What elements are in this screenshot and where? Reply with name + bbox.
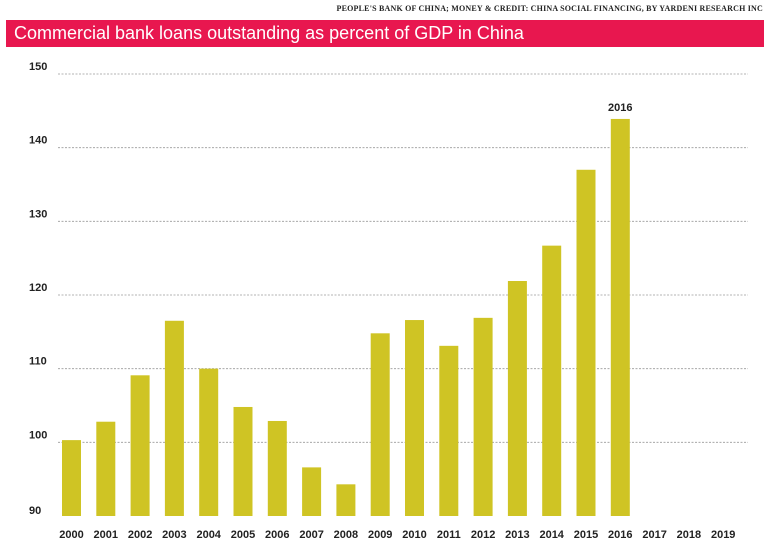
y-tick-label: 120	[29, 282, 47, 294]
x-tick-label: 2007	[299, 529, 323, 541]
source-note: PEOPLE'S BANK OF CHINA; MONEY & CREDIT: …	[336, 4, 763, 13]
y-axis-ticks: 90 100 110 120 130 140 150	[29, 61, 47, 517]
bar-2005	[233, 406, 253, 516]
bar-2008	[336, 484, 356, 516]
x-tick-label: 2014	[539, 529, 564, 541]
x-tick-label: 2016	[608, 529, 632, 541]
bar-2012	[473, 317, 493, 516]
bar-2003	[164, 320, 184, 516]
x-tick-label: 2002	[128, 529, 152, 541]
y-tick-label: 100	[29, 429, 47, 441]
x-tick-label: 2012	[471, 529, 495, 541]
y-tick-label: 150	[29, 61, 47, 73]
x-tick-label: 2011	[437, 529, 461, 541]
x-tick-label: 2019	[711, 529, 735, 541]
bar-2016	[610, 118, 630, 516]
x-tick-label: 2005	[231, 529, 255, 541]
bar-2002	[130, 375, 150, 516]
bar-2006	[267, 420, 287, 516]
x-tick-label: 2010	[402, 529, 426, 541]
x-tick-label: 2003	[162, 529, 186, 541]
y-tick-label: 90	[29, 505, 41, 517]
x-tick-label: 2015	[574, 529, 598, 541]
annotations: 2016	[608, 102, 632, 114]
title-bar: Commercial bank loans outstanding as per…	[6, 20, 764, 47]
grid-lines	[58, 73, 748, 443]
bar-2014	[542, 245, 562, 516]
bar-2001	[96, 421, 116, 516]
bar-2004	[199, 368, 219, 516]
x-tick-label: 2018	[677, 529, 701, 541]
x-axis-ticks: 2000 2001 2002 2003 2004 2005 2006 2007 2008 2009…	[59, 529, 735, 541]
y-tick-label: 110	[29, 356, 47, 368]
bar-2009	[370, 333, 390, 516]
x-tick-label: 2013	[505, 529, 529, 541]
x-tick-label: 2001	[94, 529, 118, 541]
chart-title: Commercial bank loans outstanding as per…	[14, 23, 524, 43]
x-tick-label: 2006	[265, 529, 289, 541]
y-tick-label: 130	[29, 208, 47, 220]
x-tick-label: 2008	[334, 529, 358, 541]
bar-2015	[576, 169, 596, 516]
x-tick-label: 2017	[642, 529, 666, 541]
bar-2011	[439, 345, 459, 516]
x-tick-label: 2000	[59, 529, 83, 541]
bar-2000	[62, 440, 81, 516]
bar-2010	[405, 320, 424, 516]
annotation-label: 2016	[608, 102, 632, 114]
y-tick-label: 140	[29, 135, 47, 147]
bar-2007	[302, 467, 322, 516]
x-tick-label: 2009	[368, 529, 392, 541]
x-tick-label: 2004	[196, 529, 221, 541]
bar-2013	[507, 281, 527, 516]
bars	[62, 118, 630, 516]
